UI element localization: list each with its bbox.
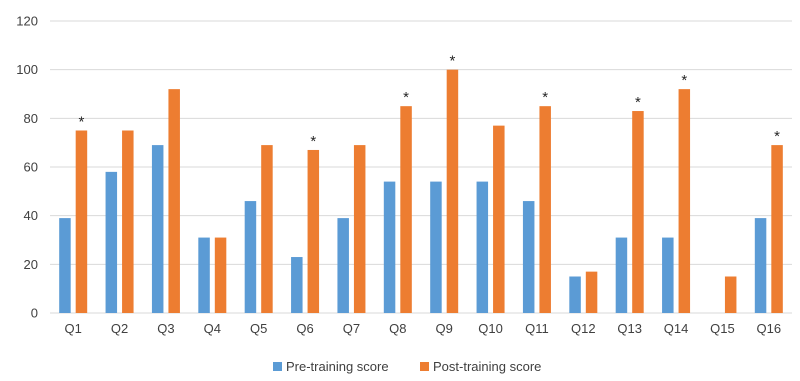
bars [59,69,783,314]
x-tick-label-q13: Q13 [617,321,642,336]
bar-post-q4 [214,237,227,313]
x-tick-label-q10: Q10 [478,321,503,336]
bar-pre-q6 [291,257,303,313]
y-tick-label-60: 60 [24,160,38,175]
bar-pre-q7 [337,218,349,313]
bar-pre-q10 [476,181,489,313]
bar-pre-q4 [198,237,210,313]
bar-post-q1 [75,130,88,313]
y-tick-label-20: 20 [24,257,38,272]
y-axis-ticks: 0 20 40 60 80 100 120 [16,14,38,321]
bar-pre-q13 [615,237,628,313]
bar-post-q15 [724,276,737,313]
x-tick-label-q4: Q4 [204,321,221,336]
bar-pre-q8 [383,181,396,313]
x-axis-ticks: Q1 Q2 Q3 Q4 Q5 Q6 Q7 Q8 Q9 Q10 Q11 Q12 Q13 Q14 Q15 Q16 [65,321,782,336]
x-tick-label-q15: Q15 [710,321,735,336]
bar-post-q13 [632,111,644,314]
bar-post-q16 [771,145,783,313]
bar-pre-q9 [430,181,442,313]
bar-post-q3 [168,89,180,313]
x-tick-label-q5: Q5 [250,321,267,336]
x-tick-label-q6: Q6 [296,321,313,336]
x-tick-label-q11: Q11 [525,321,549,336]
significance-marker-q8: * [403,89,409,106]
x-tick-label-q8: Q8 [389,321,406,336]
bar-pre-q14 [662,237,674,313]
bar-post-q6 [307,149,320,313]
bar-pre-q2 [105,171,118,313]
legend: Pre-training score Post-training score [273,359,541,374]
legend-swatch-post-training [420,362,429,371]
bar-pre-q16 [754,218,767,313]
x-tick-label-q16: Q16 [757,321,782,336]
x-tick-label-q9: Q9 [436,321,453,336]
significance-marker-q1: * [79,114,85,131]
x-tick-label-q14: Q14 [664,321,689,336]
bar-post-q2 [122,130,134,313]
bar-pre-q1 [59,218,71,313]
significance-marker-q11: * [542,89,548,106]
bar-post-q8 [400,106,412,314]
x-tick-label-q1: Q1 [65,321,82,336]
x-tick-label-q7: Q7 [343,321,360,336]
x-tick-label-q2: Q2 [111,321,128,336]
bar-post-q7 [353,145,366,313]
significance-marker-q6: * [310,133,316,150]
bar-pre-q3 [151,145,164,313]
y-tick-label-0: 0 [31,306,38,321]
bar-post-q9 [446,69,459,314]
legend-label-post-training: Post-training score [433,359,541,374]
bar-post-q5 [261,145,273,313]
bar-post-q11 [539,106,551,314]
significance-markers: * * * * * * * * [79,53,781,150]
y-tick-label-40: 40 [24,208,38,223]
significance-marker-q13: * [635,94,641,111]
significance-marker-q9: * [450,53,456,70]
bar-pre-q12 [569,276,581,313]
y-tick-label-80: 80 [24,111,38,126]
x-tick-label-q3: Q3 [157,321,174,336]
bar-post-q10 [493,125,505,313]
significance-marker-q16: * [774,128,780,145]
bar-post-q14 [678,89,691,313]
x-tick-label-q12: Q12 [571,321,596,336]
legend-swatch-pre-training [273,362,282,371]
significance-marker-q14: * [681,72,687,89]
y-tick-label-100: 100 [16,62,38,77]
legend-label-pre-training: Pre-training score [286,359,389,374]
y-tick-label-120: 120 [16,14,38,29]
bar-post-q12 [585,271,598,313]
bar-pre-q11 [522,201,535,313]
bar-pre-q5 [244,201,257,313]
